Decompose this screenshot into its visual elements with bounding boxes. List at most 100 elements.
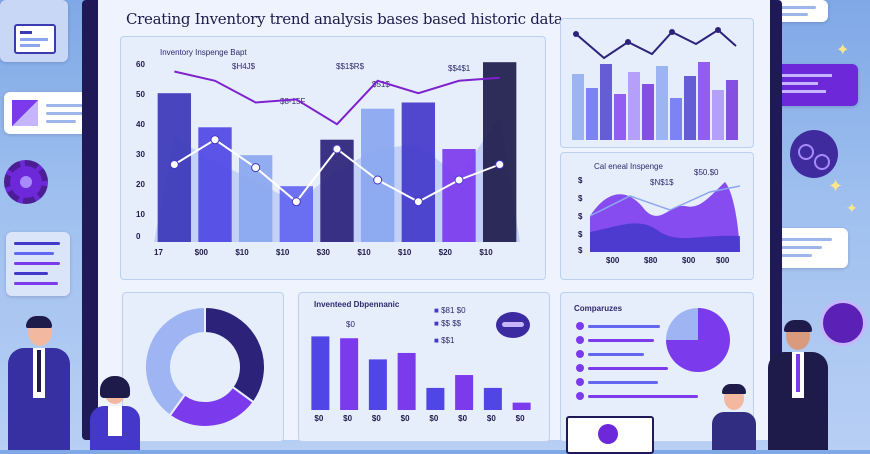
gear-icon xyxy=(4,160,48,204)
chart-point xyxy=(291,197,301,207)
y-tick-label: 0 xyxy=(136,232,141,241)
main-combo-chart xyxy=(154,62,520,242)
chart-bar xyxy=(712,90,724,140)
x-tick-label: $80 xyxy=(644,256,658,265)
chart-point xyxy=(625,39,631,45)
x-tick-label: $10 xyxy=(398,248,412,257)
molecule-icon xyxy=(790,130,838,178)
document-icon xyxy=(14,24,56,54)
series-line xyxy=(590,185,740,217)
area-y-axis: $ $ $ $ $ xyxy=(578,176,588,256)
chart-point xyxy=(454,175,464,185)
image-card-icon xyxy=(12,100,38,126)
x-tick-label: $0 xyxy=(486,414,496,423)
main-chart-subtitle: Inventory Inspenge Bapt xyxy=(160,48,247,57)
y-tick-label: $ xyxy=(578,230,583,239)
chart-point xyxy=(373,175,383,185)
person-figure xyxy=(86,376,142,450)
series-line xyxy=(575,28,737,60)
x-tick-label: $20 xyxy=(438,248,453,257)
x-tick-label: $10 xyxy=(235,248,249,257)
x-tick-label: $10 xyxy=(276,248,290,257)
chart-point xyxy=(413,197,423,207)
person-figure xyxy=(764,320,834,450)
chart-bar xyxy=(572,74,584,140)
chart-bar xyxy=(482,62,517,242)
x-tick-label: $10 xyxy=(357,248,371,257)
main-annotation: $H4J$ xyxy=(232,62,256,71)
bar-panel-title: Inventeed Dbpennanic xyxy=(314,300,400,309)
chart-point xyxy=(495,160,505,169)
chart-bar xyxy=(512,402,531,410)
legend-label: $81 $0 xyxy=(441,306,466,315)
person-figure xyxy=(0,316,78,450)
chart-bar xyxy=(684,76,696,140)
x-tick-label: $00 xyxy=(716,256,730,265)
pie-slice xyxy=(666,308,698,340)
toggle-icon xyxy=(496,312,530,338)
main-annotation: $$1$R$ xyxy=(336,62,365,71)
bar-panel-tag: $0 xyxy=(346,320,355,329)
chart-bar xyxy=(455,375,474,410)
chart-bar xyxy=(698,62,710,140)
x-tick-label: $0 xyxy=(371,414,381,423)
area-series xyxy=(590,223,740,252)
chart-bar xyxy=(656,66,668,140)
y-tick-label: $ xyxy=(578,246,583,255)
x-tick-label: 17 xyxy=(154,248,163,257)
page-title: Creating Inventory trend analysis bases … xyxy=(126,10,563,28)
chart-bar xyxy=(198,127,232,242)
x-tick-label: $0 xyxy=(515,414,525,423)
main-annotation: $$4$1 xyxy=(448,64,471,73)
chart-point xyxy=(715,27,721,33)
series-line xyxy=(174,70,500,126)
x-tick-label: $00 xyxy=(682,256,696,265)
x-tick-label: $10 xyxy=(479,248,493,257)
chart-bar xyxy=(279,186,314,242)
sparkle-icon: ✦ xyxy=(846,200,858,216)
x-tick-label: $00 xyxy=(194,248,209,257)
main-annotation: $8-15F xyxy=(280,97,306,106)
chart-bar xyxy=(614,94,626,140)
document-card xyxy=(0,0,68,62)
chart-point xyxy=(169,160,179,169)
x-tick-label: $0 xyxy=(314,414,324,423)
y-tick-label: 60 xyxy=(136,60,145,69)
legend-label: $$ $$ xyxy=(441,319,462,328)
x-tick-label: $0 xyxy=(343,414,353,423)
area-annotation: $N$1$ xyxy=(650,178,674,187)
laptop xyxy=(566,416,654,454)
chart-bar xyxy=(397,352,416,410)
comparison-title: Comparuzes xyxy=(574,304,623,313)
chart-bar xyxy=(628,72,640,140)
area-chart xyxy=(590,182,740,252)
chart-point xyxy=(669,29,675,35)
y-tick-label: 30 xyxy=(136,150,145,159)
comparison-pie xyxy=(666,308,730,372)
chart-point xyxy=(210,135,220,145)
main-x-axis: 17 $00 $10 $10 $30 $10 $10 $20 $10 xyxy=(140,248,520,260)
bar-chart xyxy=(311,336,531,410)
area-annotation: $50.$0 xyxy=(694,168,719,177)
chart-bar xyxy=(401,102,436,242)
x-tick-label: $00 xyxy=(606,256,620,265)
y-tick-label: $ xyxy=(578,194,583,203)
chart-bar xyxy=(600,64,612,140)
wave-chart xyxy=(572,27,738,140)
y-tick-label: $ xyxy=(578,212,583,221)
list-card xyxy=(6,232,70,296)
y-tick-label: 40 xyxy=(136,120,145,129)
y-tick-label: $ xyxy=(578,176,583,185)
legend-item: ■ $81 $0 xyxy=(434,306,466,315)
chart-bar xyxy=(726,80,738,140)
chart-point xyxy=(251,163,261,173)
chart-bar xyxy=(368,359,387,410)
x-tick-label: $0 xyxy=(429,414,439,423)
legend-label: $$1 xyxy=(441,336,455,345)
chart-bar xyxy=(670,98,682,140)
chart-bar xyxy=(442,149,476,242)
donut-chart xyxy=(144,305,266,428)
legend-item: ■ $$ $$ xyxy=(434,319,462,328)
donut-slice xyxy=(204,305,266,404)
donut-slice xyxy=(144,305,206,417)
